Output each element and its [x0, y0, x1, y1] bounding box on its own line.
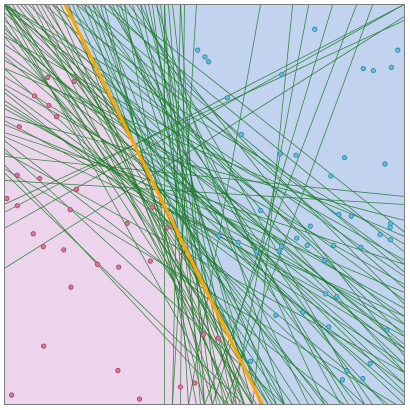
class-b-point — [217, 234, 221, 238]
class-b-point — [280, 72, 284, 76]
class-a-point — [69, 285, 73, 289]
class-a-point — [74, 187, 78, 191]
class-a-point — [216, 336, 220, 340]
class-a-point — [47, 103, 51, 107]
class-b-point — [385, 328, 389, 332]
class-b-point — [278, 152, 282, 156]
class-b-point — [378, 232, 382, 236]
class-b-point — [248, 359, 252, 363]
class-a-point — [9, 393, 13, 397]
class-a-point — [95, 262, 99, 266]
class-b-point — [308, 224, 312, 228]
class-b-point — [345, 368, 349, 372]
class-a-point — [31, 232, 35, 236]
class-b-point — [331, 243, 335, 247]
class-a-point — [15, 204, 19, 208]
class-a-point — [32, 94, 36, 98]
class-b-point — [361, 376, 365, 380]
class-b-point — [323, 292, 327, 296]
class-b-point — [383, 162, 387, 166]
class-a-point — [201, 333, 205, 337]
class-a-point — [37, 176, 41, 180]
class-a-point — [72, 79, 76, 83]
class-a-point — [68, 208, 72, 212]
class-b-point — [258, 208, 262, 212]
class-b-point — [225, 96, 229, 100]
class-b-point — [340, 378, 344, 382]
class-a-point — [148, 259, 152, 263]
class-b-point — [301, 310, 305, 314]
class-b-point — [388, 225, 392, 229]
class-a-point — [116, 265, 120, 269]
class-a-point — [116, 368, 120, 372]
class-b-point — [203, 55, 207, 59]
class-b-point — [349, 214, 353, 218]
class-b-point — [206, 60, 210, 64]
class-b-point — [274, 313, 278, 317]
class-a-point — [17, 125, 21, 129]
class-b-point — [195, 48, 199, 52]
class-a-point — [41, 244, 45, 248]
class-b-point — [361, 66, 365, 70]
class-a-point — [62, 248, 66, 252]
class-a-point — [178, 385, 182, 389]
class-b-point — [279, 244, 283, 248]
class-b-point — [396, 48, 400, 52]
class-a-point — [150, 205, 154, 209]
class-a-point — [46, 75, 50, 79]
class-a-point — [137, 397, 141, 401]
class-b-point — [239, 132, 243, 136]
class-b-point — [337, 212, 341, 216]
class-b-point — [254, 250, 258, 254]
class-b-point — [342, 155, 346, 159]
class-b-point — [359, 245, 363, 249]
class-a-point — [193, 381, 197, 385]
class-b-point — [389, 65, 393, 69]
class-b-point — [329, 174, 333, 178]
class-b-point — [323, 258, 327, 262]
class-b-point — [388, 238, 392, 242]
class-b-point — [277, 249, 281, 253]
class-a-point — [15, 173, 19, 177]
class-b-point — [368, 361, 372, 365]
class-b-point — [305, 243, 309, 247]
class-b-point — [335, 295, 339, 299]
class-a-point — [5, 196, 9, 200]
class-b-point — [313, 27, 317, 31]
class-a-point — [54, 114, 58, 118]
class-a-point — [165, 225, 169, 229]
class-b-point — [294, 153, 298, 157]
class-a-point — [125, 221, 129, 225]
class-b-point — [295, 236, 299, 240]
class-a-point — [41, 344, 45, 348]
class-b-point — [327, 325, 331, 329]
class-b-point — [236, 240, 240, 244]
class-b-point — [371, 68, 375, 72]
